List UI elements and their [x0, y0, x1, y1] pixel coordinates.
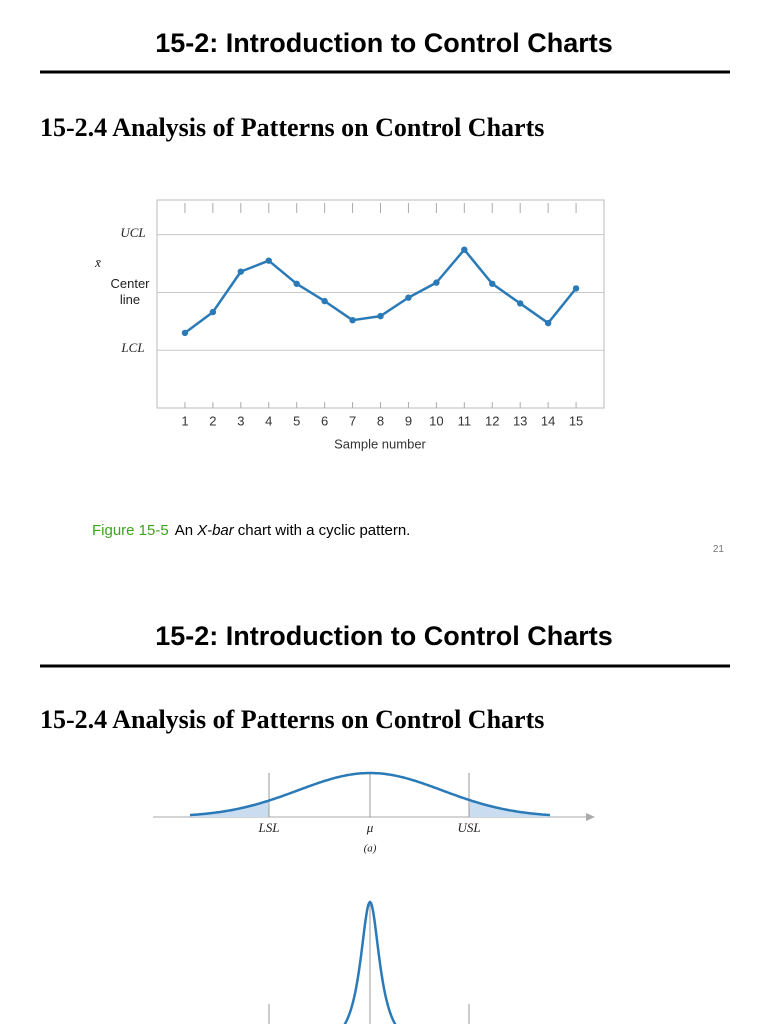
caption-text: An [174, 522, 194, 539]
x-tick-label: 13 [513, 413, 527, 428]
plot-frame [156, 199, 605, 409]
x-tick-label: 6 [321, 413, 328, 428]
figure-label: Figure 15-5 [92, 522, 169, 539]
figure-label: LSL [258, 820, 280, 835]
slide-title: 15-2: Introduction to Control Charts [155, 28, 613, 58]
y-axis-label: x̄ [95, 255, 101, 270]
figure-label: μ [366, 820, 374, 835]
point [433, 279, 440, 286]
x-tick-label: 11 [458, 413, 472, 428]
curve [343, 900, 397, 1024]
x-tick-label: 8 [377, 413, 384, 428]
x-tick-label: 15 [569, 413, 583, 428]
point [181, 329, 189, 337]
point [572, 285, 580, 292]
point [461, 246, 468, 253]
point [209, 308, 217, 316]
axis-arrow [586, 813, 595, 821]
slide-subtitle: 15-2.4 Analysis of Patterns on Control C… [40, 705, 545, 734]
figure: LSL μ USL (a) [189, 771, 551, 1024]
page-number: 21 [712, 544, 724, 555]
figure-label: USL [457, 820, 480, 835]
x-tick-label: 9 [405, 413, 412, 428]
curve [189, 771, 551, 817]
x-tick-label: 1 [181, 413, 188, 428]
point [349, 316, 356, 324]
point [321, 297, 328, 305]
caption-text: X-bar [197, 522, 234, 539]
point [516, 300, 524, 307]
x-tick-label: 7 [349, 413, 356, 428]
y-tick-label: UCL [120, 224, 146, 240]
y-tick-label: LCL [121, 340, 145, 356]
point [293, 280, 300, 287]
point [265, 257, 272, 264]
x-tick-label: 5 [293, 413, 300, 428]
x-tick-label: 12 [485, 413, 499, 428]
point [237, 268, 245, 275]
x-tick-label: 10 [429, 413, 443, 428]
point [544, 319, 552, 327]
panel-label: (a) [364, 843, 377, 855]
line [184, 248, 578, 334]
x-tick-label: 14 [541, 413, 555, 428]
x-tick-label: 3 [237, 413, 244, 428]
point [405, 294, 412, 301]
x-tick-label: 4 [265, 413, 272, 428]
x-axis-label: Sample number [334, 436, 426, 451]
point [489, 280, 496, 287]
y-tick-label: Center line [110, 276, 150, 308]
x-tick-label: 2 [209, 413, 216, 428]
caption: Figure 15-5 An X-bar chart with a cyclic pa… [92, 522, 410, 539]
tail-area [469, 800, 550, 817]
point [377, 312, 384, 320]
caption-text: chart with a cyclic pattern. [237, 522, 411, 539]
slide-subtitle: 15-2.4 Analysis of Patterns on Control C… [40, 113, 545, 142]
slide-title: 15-2: Introduction to Control Charts [155, 621, 613, 651]
tail-area [190, 800, 269, 817]
